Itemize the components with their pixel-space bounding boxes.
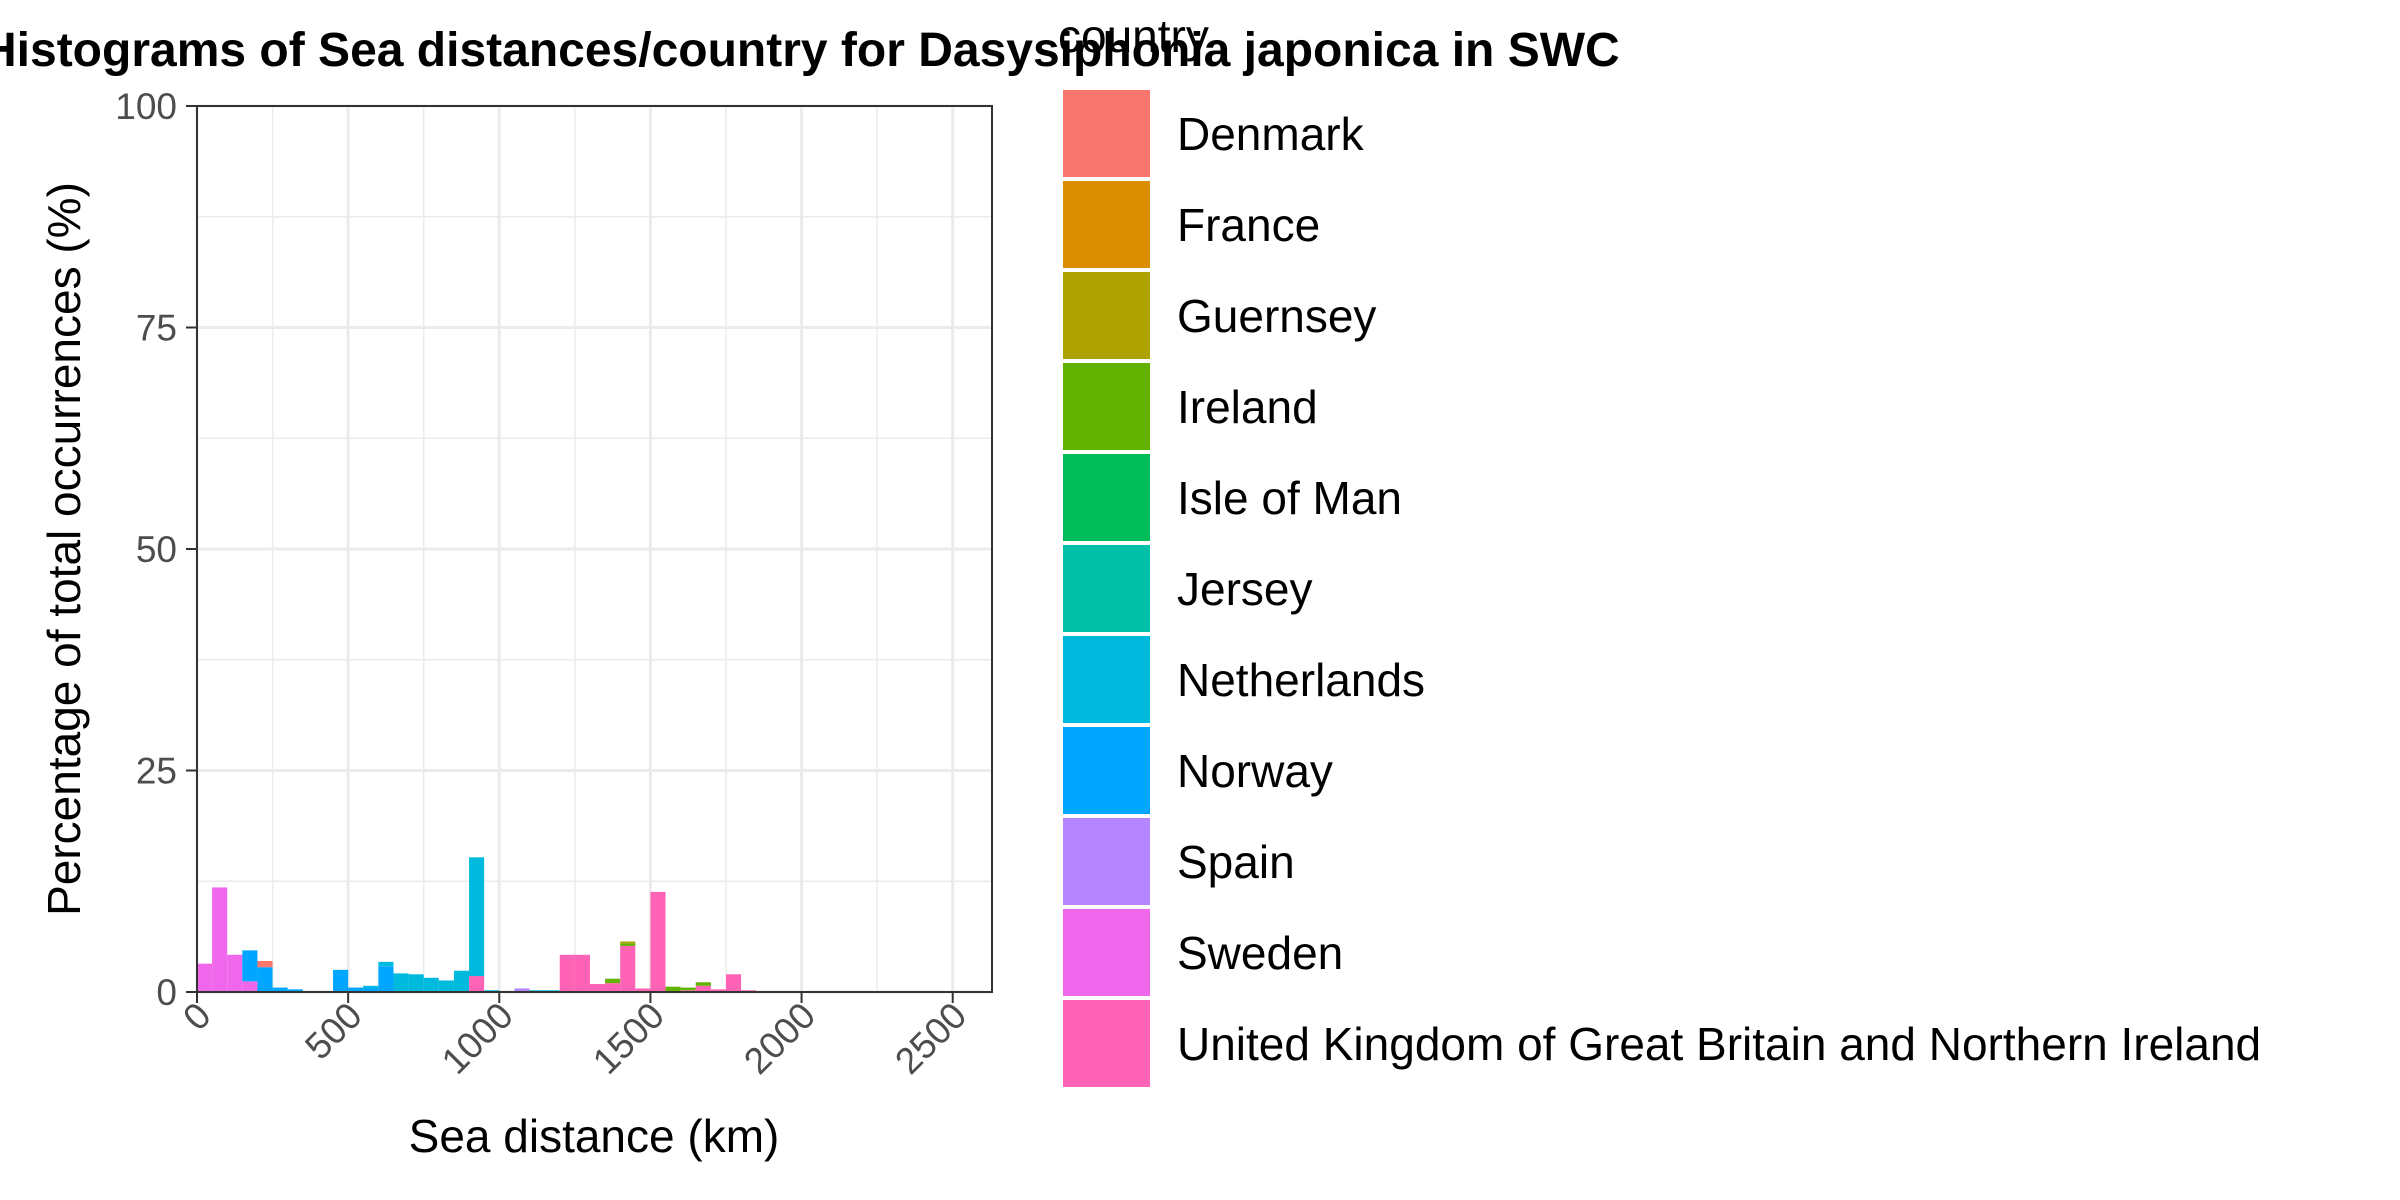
legend-key [1063,1000,1150,1087]
legend-label: France [1177,199,1320,251]
bar-segment [514,988,530,992]
legend-label: Jersey [1177,563,1312,615]
y-axis-title: Percentage of total occurrences (%) [38,182,90,916]
bar-segment [589,984,606,992]
legend-label: Ireland [1177,381,1318,433]
bar-segment [333,969,349,992]
x-axis-title: Sea distance (km) [409,1110,780,1162]
legend-key [1063,727,1150,814]
legend-key [1063,909,1150,996]
bar-segment [710,989,726,992]
legend-key [1063,545,1150,632]
bar-segment [438,980,454,992]
legend-label: Denmark [1177,108,1365,160]
y-tick-label: 50 [136,529,177,570]
bar-segment [605,983,621,992]
legend-key [1063,90,1150,177]
bar-segment [378,966,394,992]
legend-key [1063,181,1150,268]
bar-segment [378,961,394,967]
y-tick-label: 100 [115,86,177,127]
bar-segment [257,967,273,992]
bar-segment [363,985,379,988]
bar-segment [408,974,424,992]
bar-segment [469,976,485,992]
x-tick-label: 2000 [736,995,823,1082]
y-tick-label: 25 [136,751,177,792]
bar-segment [393,973,409,992]
bar-segment [620,941,636,944]
legend-key [1063,272,1150,359]
legend-label: Spain [1177,836,1295,888]
grid-lines [195,104,992,994]
bar-segment [695,982,711,986]
bar-segment [635,988,651,992]
bar-segment [680,987,696,991]
y-tick-label: 0 [156,972,177,1013]
bar-segment [650,891,666,992]
bar-segment [363,987,379,992]
bar-segment [227,954,243,992]
chart-title: Histograms of Sea distances/country for … [0,24,1620,77]
bar-segment [287,989,303,992]
bar-segment [725,974,742,992]
bar-segment [423,977,439,992]
bar-segment [453,970,470,992]
x-tick-label: 2500 [887,995,974,1082]
x-tick-label: 1000 [434,995,521,1082]
bar-segment [605,978,621,984]
bar-segment [695,985,711,992]
legend-label: United Kingdom of Great Britain and Nort… [1177,1018,2261,1070]
x-tick-label: 500 [297,995,370,1068]
bar-segment [212,887,228,992]
bar-segment [242,981,258,992]
legend-label: Isle of Man [1177,472,1402,524]
legend-key [1063,363,1150,450]
legend: country Denmark France Guernsey Ireland Isle… [1058,10,2261,1087]
legend-label: Sweden [1177,927,1343,979]
y-tick-label: 75 [136,308,177,349]
y-axis: 0 25 50 75 100 [115,86,197,1013]
bar-segment [197,963,213,992]
bar-segment [574,954,590,992]
bar-segment [620,945,636,992]
legend-label: Norway [1177,745,1333,797]
legend-key [1063,636,1150,723]
legend-key [1063,818,1150,905]
bar-segment [665,986,681,992]
legend-label: Guernsey [1177,290,1376,342]
x-tick-label: 1500 [585,995,672,1082]
bar-segment [257,960,273,968]
bar-segment [469,857,485,977]
histogram-bars [197,857,757,992]
bar-segment [348,987,364,992]
bar-segment [272,987,288,992]
x-axis: 0 500 1000 1500 2000 2500 [175,992,974,1082]
legend-title: country [1058,10,1209,62]
bar-segment [242,950,258,982]
bar-segment [620,943,636,946]
legend-key [1063,454,1150,541]
bar-segment [559,954,575,992]
legend-label: Netherlands [1177,654,1425,706]
